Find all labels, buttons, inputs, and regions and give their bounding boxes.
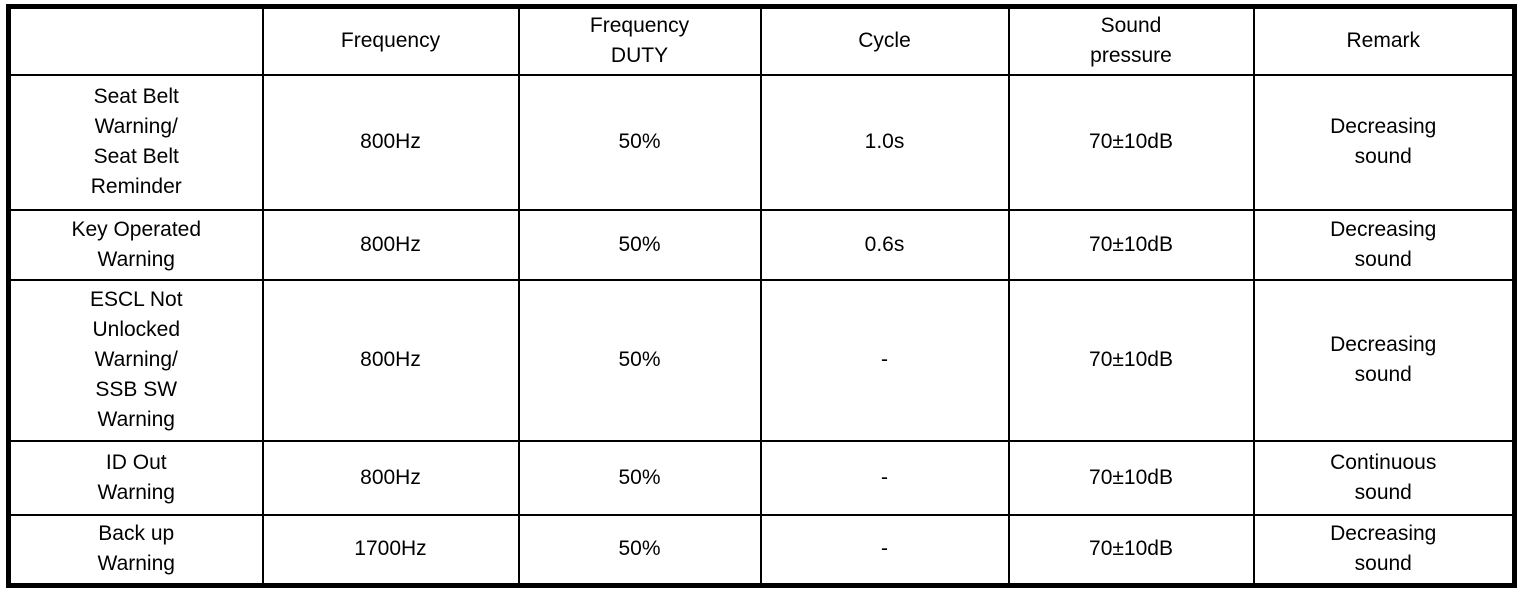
sound-pressure-cell: 70±10dB	[1007, 513, 1255, 587]
remark-cell: Continuous sound	[1252, 439, 1516, 516]
column-header-sound-pressure: Sound pressure	[1007, 5, 1255, 76]
cycle-cell: 1.0s	[759, 73, 1010, 211]
row-label-cell: Key Operated Warning	[7, 208, 264, 281]
sound-pressure-cell: 70±10dB	[1007, 439, 1255, 516]
column-header-name	[7, 5, 264, 76]
remark-cell: Decreasing sound	[1252, 73, 1516, 211]
remark-cell: Decreasing sound	[1252, 208, 1516, 281]
table-row-back-up-warning: Back up Warning 1700Hz 50% - 70±10dB Dec…	[7, 513, 1516, 587]
table-row-seat-belt-warning: Seat Belt Warning/ Seat Belt Reminder 80…	[7, 73, 1516, 211]
warning-sound-spec-table: Frequency Frequency DUTY Cycle Sound pre…	[6, 4, 1517, 588]
column-header-cycle: Cycle	[759, 5, 1010, 76]
duty-cell: 50%	[517, 73, 762, 211]
frequency-cell: 800Hz	[261, 439, 520, 516]
row-label-cell: ESCL Not Unlocked Warning/ SSB SW Warnin…	[7, 278, 264, 442]
column-header-frequency: Frequency	[261, 5, 520, 76]
duty-cell: 50%	[517, 208, 762, 281]
table-row-key-operated-warning: Key Operated Warning 800Hz 50% 0.6s 70±1…	[7, 208, 1516, 281]
duty-cell: 50%	[517, 278, 762, 442]
table-row-escl-not-unlocked-warning: ESCL Not Unlocked Warning/ SSB SW Warnin…	[7, 278, 1516, 442]
frequency-cell: 800Hz	[261, 208, 520, 281]
sound-pressure-cell: 70±10dB	[1007, 73, 1255, 211]
frequency-cell: 800Hz	[261, 73, 520, 211]
sound-pressure-cell: 70±10dB	[1007, 208, 1255, 281]
sound-pressure-cell: 70±10dB	[1007, 278, 1255, 442]
row-label-cell: Back up Warning	[7, 513, 264, 587]
remark-cell: Decreasing sound	[1252, 513, 1516, 587]
frequency-cell: 1700Hz	[261, 513, 520, 587]
remark-cell: Decreasing sound	[1252, 278, 1516, 442]
column-header-frequency-duty: Frequency DUTY	[517, 5, 762, 76]
header-row: Frequency Frequency DUTY Cycle Sound pre…	[7, 5, 1516, 76]
cycle-cell: 0.6s	[759, 208, 1010, 281]
row-label-cell: ID Out Warning	[7, 439, 264, 516]
duty-cell: 50%	[517, 513, 762, 587]
duty-cell: 50%	[517, 439, 762, 516]
column-header-remark: Remark	[1252, 5, 1516, 76]
table-row-id-out-warning: ID Out Warning 800Hz 50% - 70±10dB Conti…	[7, 439, 1516, 516]
row-label-cell: Seat Belt Warning/ Seat Belt Reminder	[7, 73, 264, 211]
frequency-cell: 800Hz	[261, 278, 520, 442]
cycle-cell: -	[759, 439, 1010, 516]
cycle-cell: -	[759, 513, 1010, 587]
cycle-cell: -	[759, 278, 1010, 442]
